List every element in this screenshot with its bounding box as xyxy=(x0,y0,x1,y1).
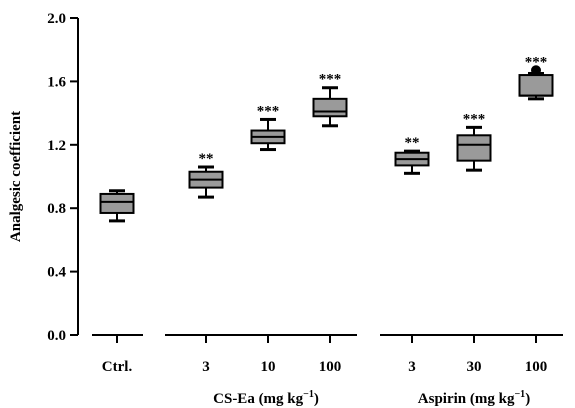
box-iqr xyxy=(99,192,135,214)
box-4: *** xyxy=(312,72,348,128)
box-2: ** xyxy=(188,151,224,199)
y-tick-label: 1.2 xyxy=(47,138,66,154)
box-iqr xyxy=(312,97,348,118)
y-tick-label: 0.8 xyxy=(47,201,66,217)
significance-label: ** xyxy=(405,135,420,151)
box-iqr xyxy=(518,74,554,97)
group-labels: CS-Ea (mg kg−1) Aspirin (mg kg−1) xyxy=(213,389,530,407)
y-tick-label: 2.0 xyxy=(47,11,66,27)
group-label: CS-Ea (mg kg−1) xyxy=(213,389,319,407)
y-ticks: 0.0 0.4 0.8 1.2 1.6 2.0 xyxy=(47,11,78,344)
significance-label: *** xyxy=(525,54,548,70)
category-labels: Ctrl. 3 10 100 3 30 100 xyxy=(102,359,547,375)
y-axis-label: Analgesic coefficient xyxy=(8,111,24,242)
significance-label: *** xyxy=(463,111,486,127)
y-tick-label: 0.4 xyxy=(47,265,66,281)
box-3: *** xyxy=(250,103,286,152)
y-tick-label: 0.0 xyxy=(47,328,66,344)
category-label: 100 xyxy=(525,359,548,375)
boxes: **************** xyxy=(99,54,554,223)
box-iqr xyxy=(456,134,492,162)
group-label: Aspirin (mg kg−1) xyxy=(418,389,530,407)
significance-label: *** xyxy=(257,103,280,119)
category-label: 30 xyxy=(467,359,482,375)
box-7: *** xyxy=(518,54,554,101)
category-label: 100 xyxy=(319,359,342,375)
box-1 xyxy=(99,189,135,223)
significance-label: *** xyxy=(319,72,342,88)
category-label: 10 xyxy=(261,359,276,375)
x-axis-segments xyxy=(92,334,563,343)
y-tick-label: 1.6 xyxy=(47,74,66,90)
box-5: ** xyxy=(394,135,430,175)
category-label: Ctrl. xyxy=(102,359,133,375)
category-label: 3 xyxy=(202,359,210,375)
category-label: 3 xyxy=(408,359,416,375)
outlier-point xyxy=(531,65,541,76)
box-6: *** xyxy=(456,111,492,172)
significance-label: ** xyxy=(199,151,214,167)
axes: 0.0 0.4 0.8 1.2 1.6 2.0 xyxy=(47,11,563,344)
